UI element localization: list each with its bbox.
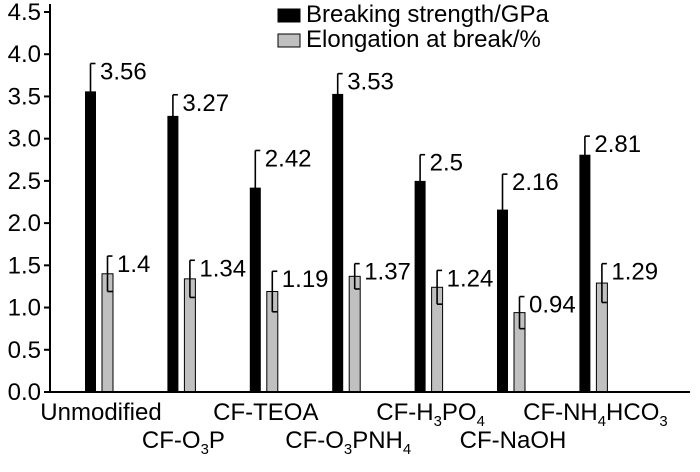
- data-label-strength-cf-o3p: 3.27: [182, 90, 229, 117]
- legend-label: Elongation at break/%: [306, 26, 541, 53]
- x-tick-label-cf-h3po4: CF-H3PO4: [376, 399, 485, 430]
- x-tick-label-cf-o3p: CF-O3P: [142, 427, 225, 458]
- y-tick-label: 2.5: [8, 168, 41, 195]
- x-tick-label-cf-teoa: CF-TEOA: [213, 399, 318, 426]
- data-labels-layer: 3.56 3.27 2.42 3.53 2.5 2.16 2.81 1.4 1.34 1.19 1.…: [100, 59, 658, 319]
- x-tick-label-unmodified: Unmodified: [40, 399, 161, 426]
- bars-layer: [85, 91, 608, 393]
- legend-item-elongation: Elongation at break/%: [277, 26, 541, 53]
- bar-strength-unmodified: [85, 91, 96, 392]
- bar-elongation-cf-o3pnh4: [348, 275, 361, 393]
- data-label-elongation-cf-h3po4: 1.24: [447, 265, 494, 292]
- error-bar-elongation-cf-o3p: [189, 259, 195, 299]
- data-label-strength-cf-h3po4: 2.5: [430, 150, 463, 177]
- legend-label: Breaking strength/GPa: [306, 1, 549, 28]
- y-tick-label: 0.5: [8, 337, 41, 364]
- y-tick-label: 1.0: [8, 295, 41, 322]
- data-label-elongation-unmodified: 1.4: [117, 251, 150, 278]
- y-tick-label: 1.5: [8, 252, 41, 279]
- error-bar-strength-cf-naoh: [501, 173, 508, 246]
- error-bar-elongation-cf-naoh: [518, 295, 525, 330]
- error-bar-strength-cf-o3pnh4: [336, 72, 343, 115]
- data-label-elongation-cf-o3p: 1.34: [199, 255, 246, 282]
- data-label-strength-cf-teoa: 2.42: [265, 145, 312, 172]
- y-tick-label: 3.5: [8, 83, 41, 110]
- x-tick-label-cf-nh4hco3: CF-NH4HCO3: [523, 399, 668, 430]
- axes-layer: 0.0 0.5 1.0 1.5 2.0 2.5 3.0 3.5 4.0 4.5 Unmodified…: [8, 0, 690, 458]
- error-bar-elongation-cf-o3pnh4: [353, 262, 360, 290]
- bar-strength-cf-h3po4: [414, 180, 426, 392]
- y-tick-label: 4.0: [8, 41, 41, 68]
- error-bars-layer: [89, 62, 607, 330]
- data-label-elongation-cf-naoh: 0.94: [529, 292, 576, 319]
- data-label-strength-unmodified: 3.56: [100, 59, 147, 86]
- y-tick-label: 0.0: [8, 379, 41, 406]
- error-bar-elongation-cf-h3po4: [436, 269, 443, 305]
- data-label-strength-cf-o3pnh4: 3.53: [347, 69, 394, 96]
- bar-strength-cf-naoh: [497, 209, 508, 392]
- y-tick-label: 3.0: [8, 126, 41, 153]
- legend-item-strength: Breaking strength/GPa: [277, 1, 549, 28]
- legend-swatch: [277, 33, 301, 48]
- y-tick-label: 2.0: [8, 210, 41, 237]
- y-tick-label: 4.5: [8, 0, 41, 26]
- data-label-elongation-cf-teoa: 1.19: [282, 266, 329, 293]
- data-label-strength-cf-nh4hco3: 2.81: [594, 131, 641, 158]
- error-bar-strength-cf-nh4hco3: [584, 135, 590, 175]
- error-bar-strength-cf-h3po4: [419, 153, 426, 208]
- error-bar-elongation-cf-nh4hco3: [601, 262, 607, 304]
- bar-strength-cf-nh4hco3: [579, 154, 591, 392]
- x-tick-label-cf-o3pnh4: CF-O3PNH4: [285, 427, 411, 458]
- data-label-strength-cf-naoh: 2.16: [512, 169, 559, 196]
- bar-strength-cf-o3pnh4: [332, 93, 344, 393]
- data-label-elongation-cf-nh4hco3: 1.29: [611, 259, 658, 286]
- legend-swatch: [277, 8, 301, 23]
- bar-strength-cf-teoa: [249, 187, 261, 392]
- bar-strength-cf-o3p: [167, 115, 179, 392]
- error-bar-elongation-unmodified: [106, 255, 113, 293]
- error-bar-strength-unmodified: [89, 62, 96, 121]
- error-bar-strength-cf-teoa: [254, 149, 261, 226]
- data-label-elongation-cf-o3pnh4: 1.37: [364, 259, 411, 286]
- error-bar-elongation-cf-teoa: [271, 270, 278, 313]
- x-tick-label-cf-naoh: CF-NaOH: [460, 427, 567, 454]
- error-bar-strength-cf-o3p: [172, 93, 178, 138]
